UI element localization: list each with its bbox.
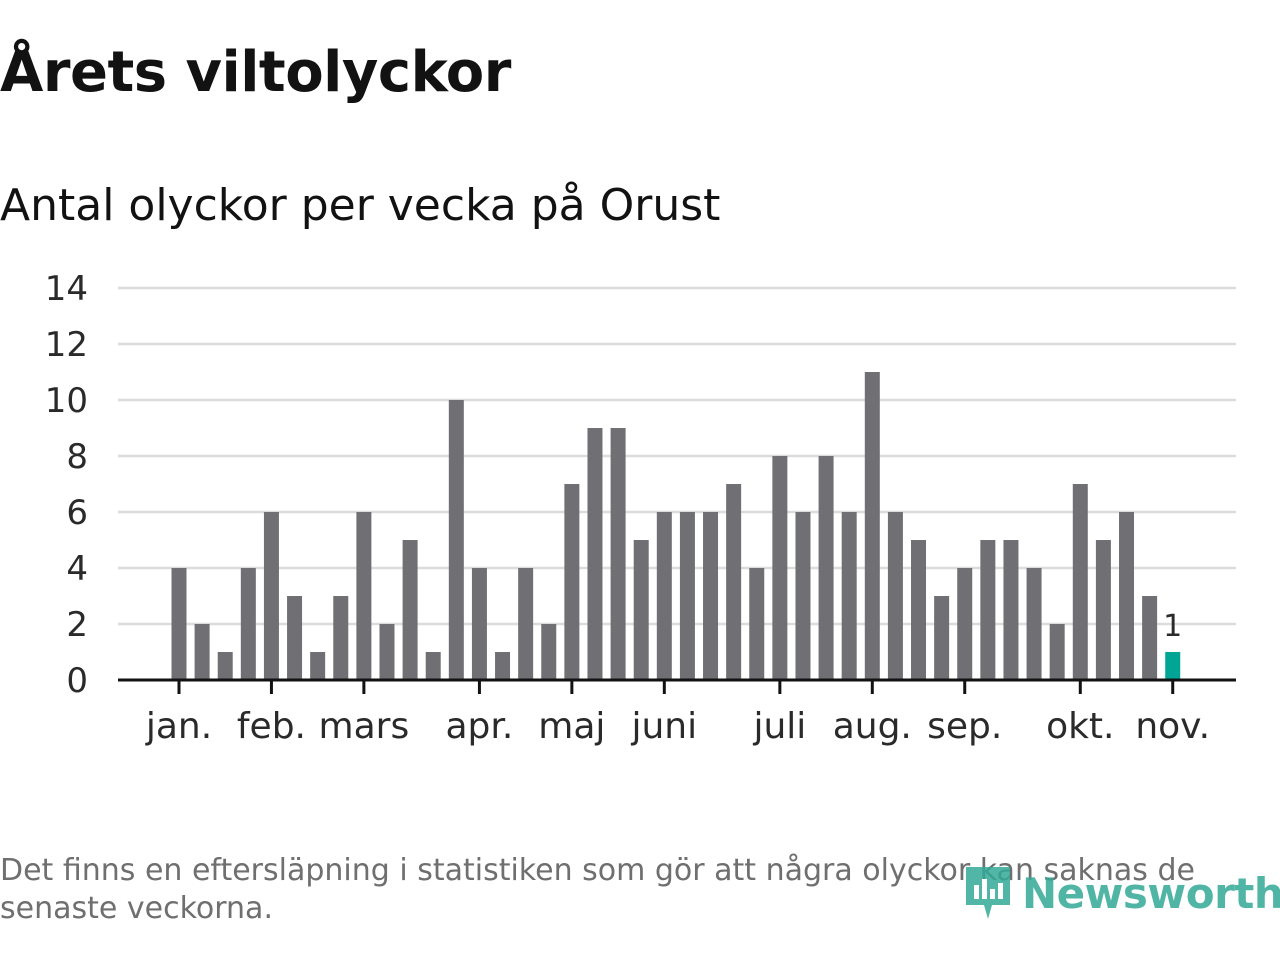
y-tick-label-14: 14 bbox=[45, 269, 88, 309]
bar-v16 bbox=[518, 568, 534, 680]
bar-v18 bbox=[564, 484, 580, 680]
x-tick-label-mars: mars bbox=[319, 706, 410, 747]
chart-subtitle: Antal olyckor per vecka på Orust bbox=[0, 180, 721, 231]
bar-v30 bbox=[841, 512, 857, 680]
y-tick-label-4: 4 bbox=[66, 549, 88, 589]
bar-v9 bbox=[356, 512, 372, 680]
bar-v22 bbox=[656, 512, 672, 680]
x-axis bbox=[118, 678, 1236, 694]
y-tick-label-6: 6 bbox=[66, 493, 88, 533]
bar-v33 bbox=[911, 540, 927, 680]
bar-v34 bbox=[934, 596, 950, 680]
bar-v32 bbox=[887, 512, 903, 680]
x-tick-label-nov.: nov. bbox=[1135, 706, 1210, 747]
x-tick-label-sep.: sep. bbox=[927, 706, 1002, 747]
data-labels: 1 bbox=[1163, 609, 1182, 644]
bar-v40 bbox=[1072, 484, 1088, 680]
logo-text: Newsworthy bbox=[1022, 868, 1280, 918]
bar-chart: 0 2 4 6 8 10 12 14 jan. feb. mars apr. maj juni juli a… bbox=[45, 269, 1236, 747]
bar-v38 bbox=[1026, 568, 1042, 680]
newsworthy-logo[interactable]: Newsworthy bbox=[962, 858, 1280, 928]
y-axis-tick-labels: 0 2 4 6 8 10 12 14 bbox=[45, 269, 88, 701]
bar-v41 bbox=[1095, 540, 1111, 680]
bar-v24 bbox=[703, 512, 719, 680]
x-tick-label-okt.: okt. bbox=[1046, 706, 1114, 747]
x-tick-label-juni: juni bbox=[630, 706, 697, 747]
bar-v7 bbox=[310, 652, 326, 680]
x-tick-label-aug.: aug. bbox=[833, 706, 912, 747]
bar-v42 bbox=[1119, 512, 1135, 680]
bar-v11 bbox=[402, 540, 418, 680]
bar-v37 bbox=[1003, 540, 1019, 680]
bar-v31 bbox=[864, 372, 880, 680]
x-tick-label-maj: maj bbox=[538, 706, 605, 747]
chart-title: Årets viltolyckor bbox=[0, 40, 511, 105]
x-tick-label-apr.: apr. bbox=[446, 706, 514, 747]
newsworthy-logo-icon bbox=[966, 867, 1010, 919]
bar-highlight-v44 bbox=[1165, 652, 1181, 680]
x-axis-month-labels: jan. feb. mars apr. maj juni juli aug. sep. okt. n… bbox=[145, 706, 1210, 747]
x-tick-label-jan.: jan. bbox=[145, 706, 212, 747]
x-tick-label-juli: juli bbox=[752, 706, 806, 747]
bar-v27 bbox=[772, 456, 788, 680]
x-tick-label-feb.: feb. bbox=[237, 706, 306, 747]
bar-v29 bbox=[818, 456, 834, 680]
bar-v15 bbox=[495, 652, 511, 680]
bar-v5 bbox=[263, 512, 279, 680]
y-tick-label-2: 2 bbox=[66, 605, 88, 645]
bar-v36 bbox=[980, 540, 996, 680]
bar-v26 bbox=[749, 568, 765, 680]
bar-v21 bbox=[633, 540, 649, 680]
bar-v39 bbox=[1049, 624, 1065, 680]
bar-v23 bbox=[679, 512, 695, 680]
bar-v14 bbox=[471, 568, 487, 680]
bar-v12 bbox=[425, 652, 441, 680]
data-label-v44: 1 bbox=[1163, 609, 1182, 644]
bar-v20 bbox=[610, 428, 626, 680]
bar-v4 bbox=[240, 568, 256, 680]
y-tick-label-12: 12 bbox=[45, 325, 88, 365]
bar-v17 bbox=[541, 624, 557, 680]
bar-v6 bbox=[287, 596, 303, 680]
bar-v25 bbox=[726, 484, 742, 680]
bar-v13 bbox=[448, 400, 464, 680]
bar-v10 bbox=[379, 624, 395, 680]
bar-v8 bbox=[333, 596, 349, 680]
bar-v3 bbox=[217, 652, 233, 680]
bars bbox=[171, 372, 1181, 680]
y-tick-label-8: 8 bbox=[66, 437, 88, 477]
y-tick-label-0: 0 bbox=[66, 661, 88, 701]
bar-v43 bbox=[1142, 596, 1158, 680]
bar-v28 bbox=[795, 512, 811, 680]
bar-v35 bbox=[957, 568, 973, 680]
gridlines bbox=[118, 286, 1236, 626]
bar-v2 bbox=[194, 624, 210, 680]
bar-v1 bbox=[171, 568, 187, 680]
bar-v19 bbox=[587, 428, 603, 680]
y-tick-label-10: 10 bbox=[45, 381, 88, 421]
